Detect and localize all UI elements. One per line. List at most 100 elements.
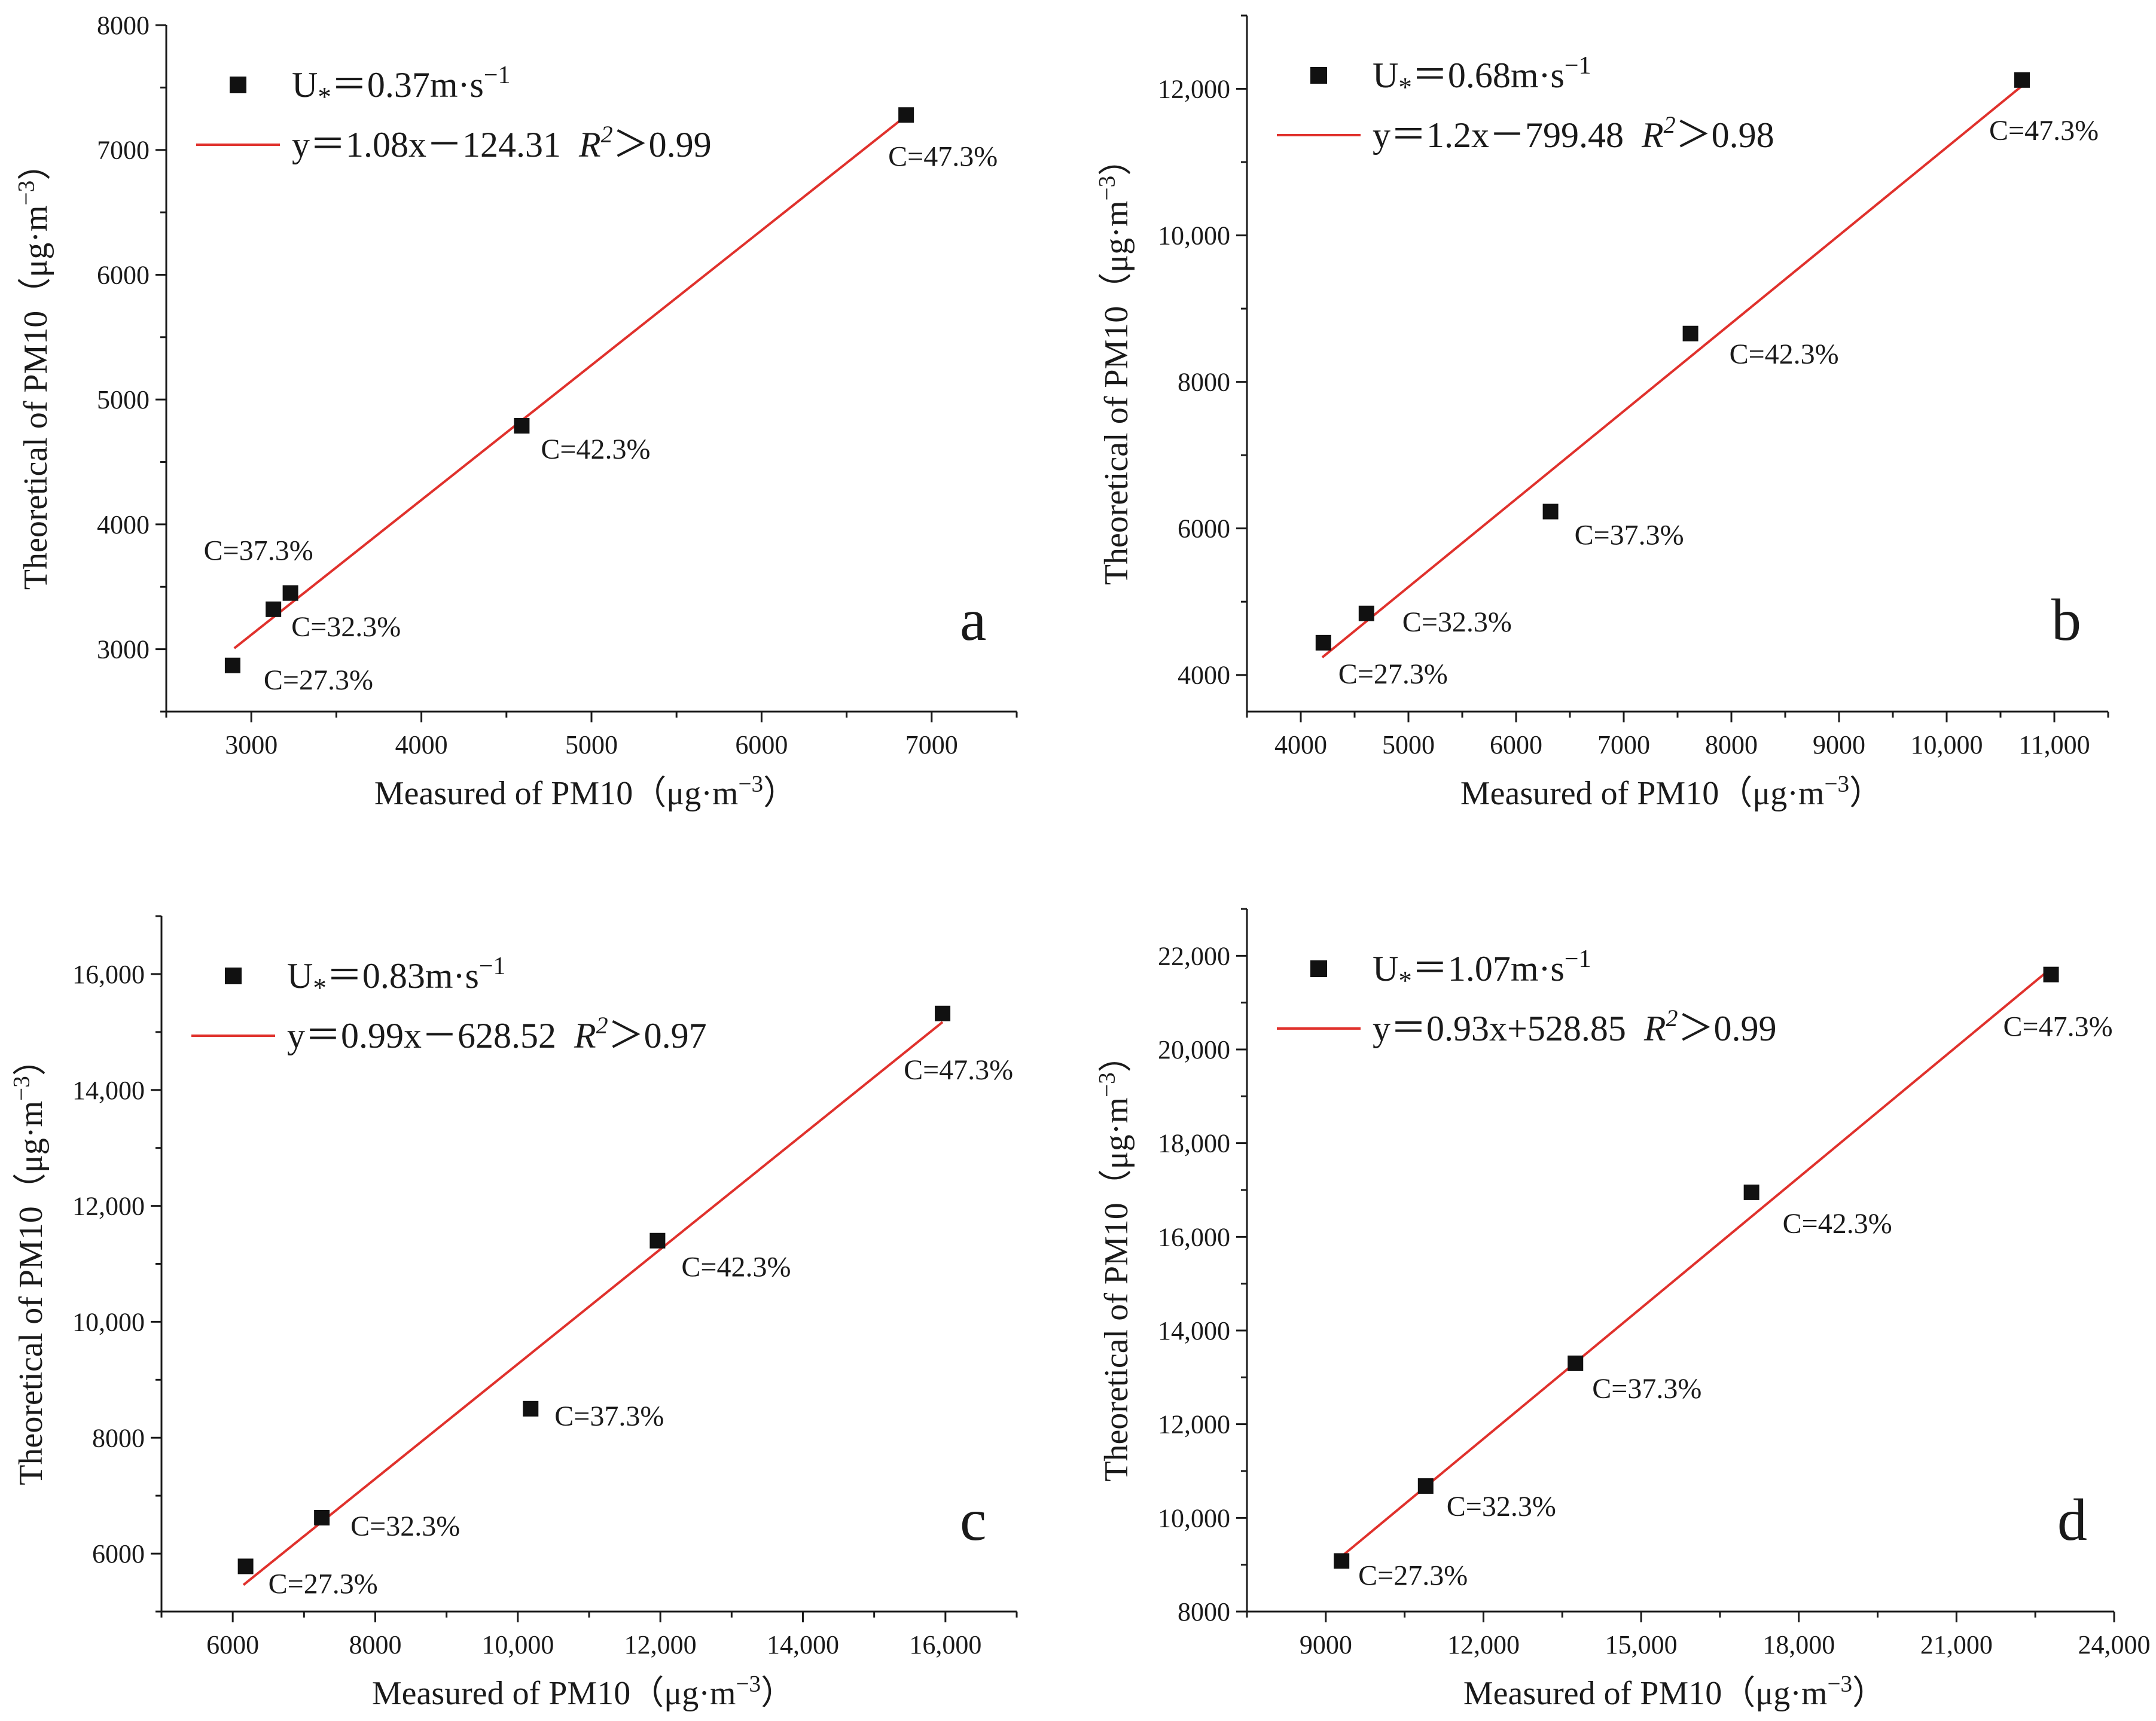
data-point (224, 657, 240, 673)
data-point (898, 107, 914, 123)
point-label: C=47.3% (1989, 115, 2099, 147)
fit-line (233, 115, 907, 649)
legend-equation: y＝0.99x－628.52 R2＞0.97 (287, 1012, 707, 1055)
legend-marker-label: U*​＝0.68m·s−1​ (1373, 52, 1591, 102)
panel-d: 9000 12,000 15,000 18,000 21,000 24,000 8000 10… (1094, 908, 2151, 1712)
x-tick-label: 11,000 (2018, 730, 2090, 759)
panel-letter: c (960, 1487, 986, 1553)
x-tick-label: 6000 (1490, 730, 1542, 759)
x-axis-title: Measured of PM10（μg·m−3​） (1463, 1671, 1886, 1712)
y-tick-label: 8000 (1178, 1597, 1230, 1627)
y-tick-label: 10,000 (72, 1307, 145, 1336)
data-point (1568, 1355, 1584, 1371)
panel-a: 3000 4000 5000 6000 7000 3000 4000 5000 6000 7000… (14, 11, 1018, 812)
data-point (237, 1558, 254, 1574)
data-point (935, 1005, 951, 1021)
point-label: C=42.3% (541, 434, 650, 465)
point-label: C=47.3% (904, 1054, 1013, 1086)
point-label: C=47.3% (888, 141, 998, 172)
x-axis-title: Measured of PM10（μg·m−3​） (374, 771, 797, 812)
y-tick-label: 6000 (92, 1539, 145, 1569)
y-tick-label: 10,000 (1158, 1503, 1230, 1533)
legend-marker (230, 77, 246, 93)
point-label: C=32.3% (350, 1511, 460, 1542)
panel-b: 4000 5000 6000 7000 8000 9000 10,000 11,000 4000… (1094, 14, 2109, 812)
data-point (1358, 605, 1374, 621)
point-label: C=27.3% (264, 664, 373, 696)
x-tick-label: 7000 (1597, 730, 1650, 759)
y-tick-label: 12,000 (1158, 1410, 1230, 1439)
x-tick-label: 8000 (349, 1630, 402, 1659)
x-axis-title: Measured of PM10（μg·m−3​） (1460, 771, 1883, 812)
y-axis-title: Theoretical of PM10（μg·m−3​） (9, 1042, 50, 1485)
legend-marker (1310, 960, 1327, 977)
point-label: C=27.3% (1338, 658, 1448, 690)
point-label: C=47.3% (2003, 1011, 2113, 1043)
fit-line (1321, 85, 2023, 658)
x-tick-label: 15,000 (1605, 1630, 1678, 1659)
y-axis-title: Theoretical of PM10（μg·m−3​） (14, 147, 54, 590)
point-label: C=37.3% (1592, 1373, 1701, 1405)
legend-marker (225, 968, 242, 984)
y-tick-label: 8000 (97, 11, 150, 40)
y-tick-label: 8000 (1178, 368, 1230, 397)
panel-letter: d (2057, 1487, 2087, 1553)
legend-marker-label: U*​＝0.37m·s−1​ (292, 62, 511, 112)
x-tick-label: 14,000 (767, 1630, 839, 1659)
x-tick-label: 12,000 (624, 1630, 697, 1659)
y-tick-label: 16,000 (72, 960, 145, 989)
y-tick-label: 8000 (92, 1423, 145, 1453)
x-tick-label: 10,000 (1911, 730, 1983, 759)
x-tick-label: 6000 (735, 730, 788, 759)
x-tick-label: 4000 (1274, 730, 1327, 759)
point-label: C=27.3% (1358, 1560, 1468, 1591)
point-label: C=32.3% (291, 611, 401, 643)
y-tick-label: 20,000 (1158, 1035, 1230, 1064)
y-tick-label: 12,000 (72, 1192, 145, 1221)
fit-line (242, 1021, 944, 1586)
point-label: C=37.3% (1575, 520, 1684, 551)
data-point (523, 1400, 539, 1417)
x-tick-label: 9000 (1300, 1630, 1352, 1659)
x-tick-label: 7000 (905, 730, 958, 759)
point-label: C=37.3% (554, 1400, 664, 1432)
data-point (2014, 72, 2030, 88)
legend-marker-label: U*​＝1.07m·s−1​ (1373, 945, 1591, 996)
point-label: C=37.3% (204, 535, 313, 567)
y-tick-label: 18,000 (1158, 1129, 1230, 1158)
point-label: C=32.3% (1402, 606, 1512, 638)
y-tick-label: 4000 (97, 510, 150, 539)
x-axis-title: Measured of PM10（μg·m−3​） (372, 1671, 794, 1712)
x-tick-label: 5000 (1382, 730, 1435, 759)
x-tick-label: 9000 (1813, 730, 1865, 759)
point-label: C=42.3% (681, 1252, 791, 1283)
panel-letter: a (960, 587, 986, 653)
x-tick-label: 5000 (565, 730, 618, 759)
x-tick-label: 8000 (1705, 730, 1758, 759)
fit-line (1340, 967, 2052, 1558)
x-tick-label: 21,000 (1920, 1630, 1993, 1659)
legend-equation: y＝1.2x－799.48 R2＞0.98 (1373, 111, 1774, 155)
x-tick-label: 16,000 (909, 1630, 981, 1659)
data-point (514, 418, 530, 434)
y-axis-title: Theoretical of PM10（μg·m−3​） (1094, 142, 1135, 585)
x-tick-label: 6000 (206, 1630, 259, 1659)
data-point (2043, 966, 2059, 982)
legend-marker (1310, 67, 1327, 84)
legend-marker-label: U*​＝0.83m·s−1​ (287, 953, 506, 1003)
y-tick-label: 7000 (97, 136, 150, 165)
data-point (1334, 1553, 1350, 1569)
x-tick-label: 18,000 (1762, 1630, 1835, 1659)
data-point (282, 585, 298, 601)
y-tick-label: 16,000 (1158, 1222, 1230, 1252)
x-tick-label: 3000 (225, 730, 277, 759)
y-tick-label: 5000 (97, 385, 150, 414)
point-label: C=42.3% (1730, 338, 1839, 370)
y-axis-title: Theoretical of PM10（μg·m−3​） (1094, 1039, 1135, 1481)
data-point (1743, 1184, 1759, 1200)
data-point (649, 1232, 666, 1249)
point-label: C=32.3% (1447, 1491, 1556, 1522)
y-tick-label: 14,000 (1158, 1316, 1230, 1345)
x-tick-label: 24,000 (2078, 1630, 2151, 1659)
